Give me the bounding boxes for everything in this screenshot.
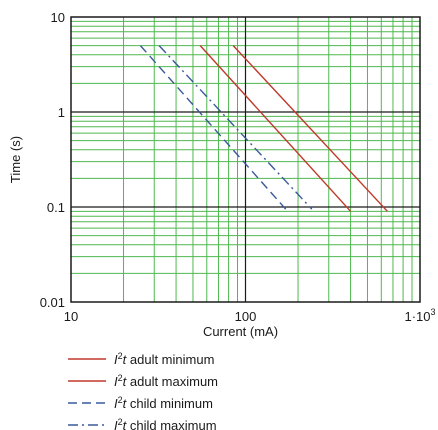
y-tick-label: 0.1 (47, 200, 65, 215)
x-tick-label: 1·103 (404, 307, 435, 324)
x-axis-label: Current (mA) (203, 324, 278, 339)
series-line-3 (139, 45, 287, 210)
x-tick-superscript: 3 (431, 307, 436, 317)
x-tick-label: 10 (64, 309, 78, 324)
y-tick-label: 10 (51, 10, 65, 25)
plot-border (70, 16, 421, 303)
x-tick-label: 100 (235, 309, 257, 324)
legend-label-4: I2t child maximum (114, 417, 217, 430)
series-line-4 (158, 45, 313, 210)
legend: I2t adult minimum I2t adult maximum I2t ch… (68, 351, 218, 430)
series-line-1 (199, 45, 352, 212)
plot-frame (70, 16, 421, 303)
legend-label-2: I2t adult maximum (114, 373, 218, 389)
series-line-2 (232, 45, 388, 212)
y-axis-label: Time (s) (8, 136, 23, 183)
legend-label-3: I2t child minimum (114, 395, 213, 411)
grid (71, 17, 420, 302)
legend-label-1: I2t adult minimum (114, 351, 214, 367)
y-tick-label: 0.01 (40, 295, 65, 310)
series-lines (139, 45, 388, 212)
y-tick-label: 1 (58, 105, 65, 120)
